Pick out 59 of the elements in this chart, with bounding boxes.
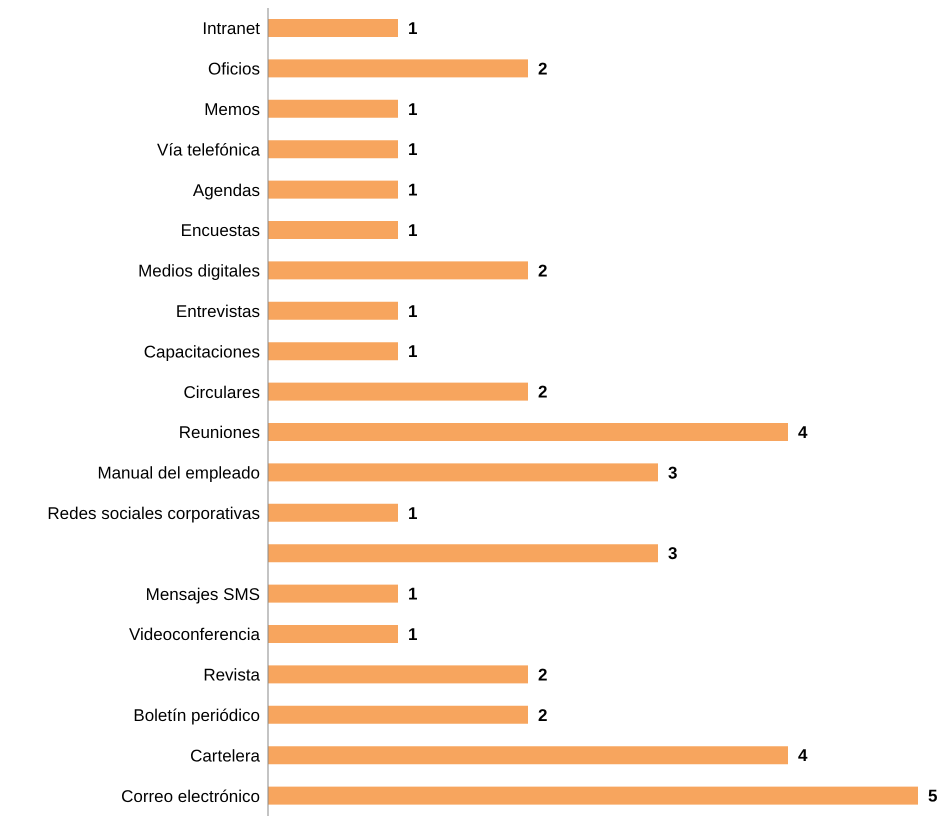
data-label: 2 bbox=[538, 261, 548, 280]
data-label: 1 bbox=[408, 504, 418, 523]
data-label: 1 bbox=[408, 302, 418, 321]
y-tick-label: Vía telefónica bbox=[156, 140, 261, 160]
bar bbox=[268, 463, 658, 482]
data-label: 2 bbox=[538, 382, 548, 402]
data-label: 1 bbox=[408, 100, 418, 119]
bar bbox=[268, 180, 398, 199]
bar bbox=[268, 665, 528, 684]
y-tick-label: Oficios bbox=[208, 60, 260, 79]
bar bbox=[268, 544, 658, 562]
bar bbox=[268, 706, 528, 724]
bar bbox=[268, 382, 528, 401]
y-tick-label: Correo electrónico bbox=[121, 786, 260, 806]
data-label: 1 bbox=[408, 342, 418, 362]
data-label: 3 bbox=[668, 544, 678, 564]
y-tick-label: Redes sociales corporativas bbox=[47, 504, 260, 524]
bar bbox=[268, 100, 398, 118]
y-tick-label: Encuestas bbox=[180, 221, 260, 240]
data-label: 4 bbox=[798, 746, 808, 766]
y-tick-label: Entrevistas bbox=[176, 302, 260, 322]
bar bbox=[268, 584, 398, 603]
data-label: 5 bbox=[928, 786, 938, 806]
bar bbox=[268, 19, 398, 37]
data-label: 2 bbox=[538, 706, 548, 725]
bar bbox=[268, 59, 528, 78]
y-tick-label: Manual del empleado bbox=[97, 464, 260, 483]
y-tick-label: Mensajes SMS bbox=[146, 584, 260, 604]
data-label: 1 bbox=[408, 221, 418, 240]
bar bbox=[268, 261, 528, 280]
bar bbox=[268, 302, 398, 320]
y-tick-label: Reuniones bbox=[178, 423, 260, 442]
bar bbox=[268, 423, 788, 441]
y-tick-label: Cartelera bbox=[190, 746, 261, 766]
data-label: 1 bbox=[408, 180, 418, 200]
data-label: 1 bbox=[408, 140, 418, 160]
bar bbox=[268, 342, 398, 360]
y-tick-label: Intranet bbox=[202, 19, 260, 38]
data-label: 1 bbox=[408, 625, 418, 644]
y-tick-label: Agendas bbox=[192, 180, 260, 200]
y-tick-label: Boletín periódico bbox=[133, 706, 260, 726]
data-label: 1 bbox=[408, 584, 418, 604]
bar bbox=[268, 746, 788, 764]
data-label: 4 bbox=[798, 423, 808, 442]
bar bbox=[268, 786, 918, 805]
y-tick-label: Videoconferencia bbox=[128, 625, 261, 644]
y-tick-label: Circulares bbox=[183, 382, 260, 402]
y-tick-label: Capacitaciones bbox=[144, 342, 260, 362]
bar bbox=[268, 221, 398, 239]
bar bbox=[268, 140, 398, 158]
y-tick-label: Medios digitales bbox=[138, 262, 260, 281]
bar bbox=[268, 625, 398, 643]
data-label: 2 bbox=[538, 665, 548, 684]
data-label: 1 bbox=[408, 19, 418, 38]
y-tick-label: Revista bbox=[203, 666, 261, 685]
data-label: 2 bbox=[538, 59, 548, 78]
y-tick-label: Memos bbox=[204, 100, 260, 120]
data-label: 3 bbox=[668, 463, 678, 482]
bar bbox=[268, 504, 398, 522]
